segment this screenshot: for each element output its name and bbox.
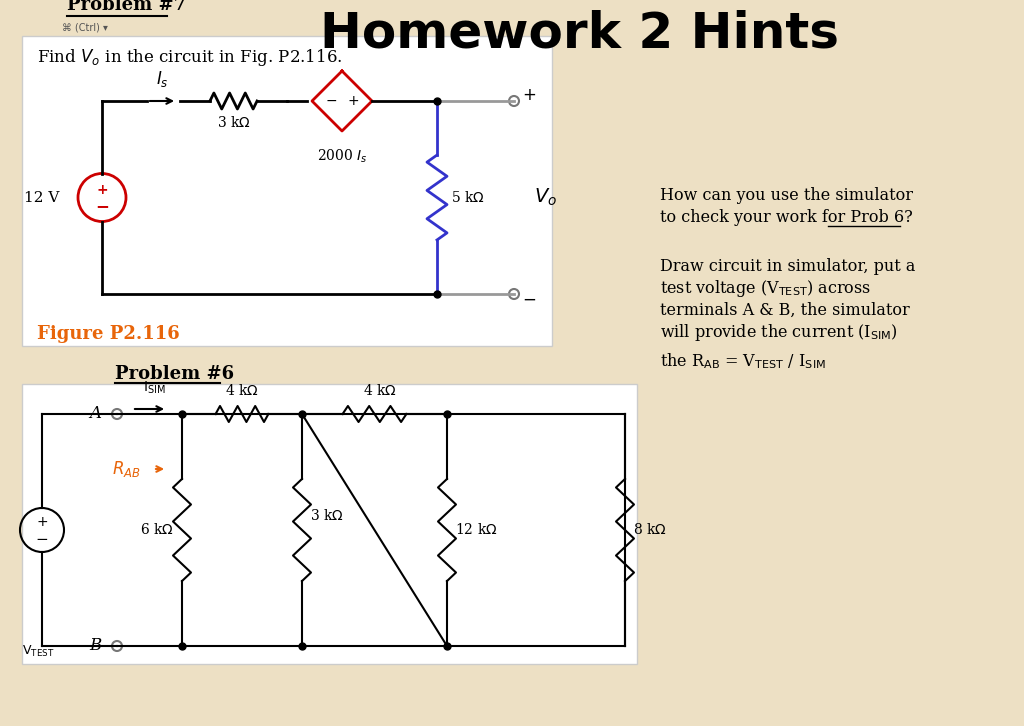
Text: will provide the current (I$_{\rm SIM}$): will provide the current (I$_{\rm SIM}$) <box>660 322 898 343</box>
Text: $R_{AB}$: $R_{AB}$ <box>112 459 140 479</box>
Text: 12 V: 12 V <box>24 190 59 205</box>
Circle shape <box>112 409 122 419</box>
Circle shape <box>112 641 122 651</box>
Text: Find $V_o$ in the circuit in Fig. P2.116.: Find $V_o$ in the circuit in Fig. P2.116… <box>37 47 342 68</box>
Text: Problem #7: Problem #7 <box>67 0 186 14</box>
Text: −: − <box>95 197 109 216</box>
Text: 3 k$\Omega$: 3 k$\Omega$ <box>217 115 251 130</box>
Text: How can you use the simulator: How can you use the simulator <box>660 187 913 205</box>
Circle shape <box>509 289 519 299</box>
Text: A: A <box>89 406 101 423</box>
Text: 8 k$\Omega$: 8 k$\Omega$ <box>633 523 667 537</box>
Text: Homework 2 Hints: Homework 2 Hints <box>321 10 840 58</box>
Text: 12 k$\Omega$: 12 k$\Omega$ <box>455 523 498 537</box>
Text: $V_o$: $V_o$ <box>534 187 557 208</box>
Text: +: + <box>36 515 48 529</box>
Text: $I_s$: $I_s$ <box>156 69 168 89</box>
FancyBboxPatch shape <box>22 36 552 346</box>
Text: terminals A & B, the simulator: terminals A & B, the simulator <box>660 302 909 319</box>
Text: +: + <box>347 94 358 108</box>
Text: −: − <box>326 94 337 108</box>
Text: B: B <box>89 637 101 655</box>
Text: +: + <box>96 182 108 197</box>
Text: −: − <box>36 531 48 547</box>
Text: V$_{\rm TEST}$: V$_{\rm TEST}$ <box>22 644 54 659</box>
Text: the R$_{\rm AB}$ = V$_{\rm TEST}$ / I$_{\rm SIM}$: the R$_{\rm AB}$ = V$_{\rm TEST}$ / I$_{… <box>660 351 826 371</box>
Text: Figure P2.116: Figure P2.116 <box>37 325 180 343</box>
Text: +: + <box>522 86 536 104</box>
Text: 2000 $I_s$: 2000 $I_s$ <box>316 148 368 166</box>
Text: I$_{\rm SIM}$: I$_{\rm SIM}$ <box>143 380 166 396</box>
Text: 4 k$\Omega$: 4 k$\Omega$ <box>362 383 396 398</box>
Text: Problem #6: Problem #6 <box>115 365 234 383</box>
Text: 5 k$\Omega$: 5 k$\Omega$ <box>451 190 484 205</box>
Text: test voltage (V$_{\rm TEST}$) across: test voltage (V$_{\rm TEST}$) across <box>660 278 871 299</box>
Text: −: − <box>522 291 536 309</box>
Text: ⌘ (Ctrl) ▾: ⌘ (Ctrl) ▾ <box>62 22 108 32</box>
FancyBboxPatch shape <box>22 384 637 664</box>
Text: to check your work for Prob 6?: to check your work for Prob 6? <box>660 210 912 227</box>
Circle shape <box>509 96 519 106</box>
Text: Draw circuit in simulator, put a: Draw circuit in simulator, put a <box>660 258 915 275</box>
Text: 4 k$\Omega$: 4 k$\Omega$ <box>225 383 259 398</box>
Text: 3 k$\Omega$: 3 k$\Omega$ <box>310 507 344 523</box>
Text: 6 k$\Omega$: 6 k$\Omega$ <box>140 523 174 537</box>
